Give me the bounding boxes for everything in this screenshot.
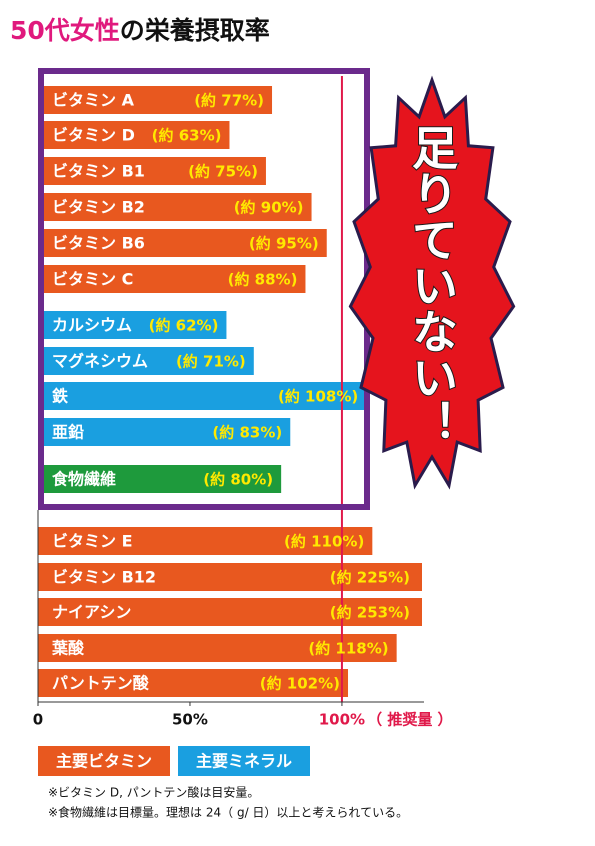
value-label: (約 110%): [284, 533, 364, 551]
category-label: 亜鉛: [52, 423, 84, 442]
bar: [38, 382, 367, 410]
bar: [38, 193, 312, 221]
value-label: (約 63%): [152, 127, 222, 145]
value-label: (約 83%): [212, 424, 282, 442]
category-label: ビタミン B6: [52, 234, 145, 253]
category-label: ビタミン C: [52, 270, 133, 289]
bar: [38, 669, 349, 697]
bar: [38, 598, 422, 626]
legend-swatch: [178, 746, 310, 776]
x-tick-label: 100%: [319, 711, 365, 729]
value-label: (約 118%): [308, 640, 388, 658]
category-label: ビタミン A: [52, 91, 135, 110]
value-label: (約 77%): [194, 92, 264, 110]
chart-title: 50代女性の栄養摂取率: [10, 16, 270, 45]
bar: [38, 229, 327, 257]
value-label: (約 108%): [278, 388, 358, 406]
bar: [38, 311, 227, 339]
value-label: (約 75%): [188, 163, 258, 181]
category-label: パントテン酸: [52, 674, 150, 693]
category-label: ビタミン E: [52, 532, 133, 551]
value-label: (約 253%): [330, 604, 410, 622]
value-label: (約 71%): [176, 353, 246, 371]
value-label: (約 95%): [249, 235, 319, 253]
bar: [38, 418, 291, 446]
bar: [38, 265, 306, 293]
category-label: ビタミン B1: [52, 162, 145, 181]
bar: [38, 86, 273, 114]
value-label: (約 225%): [330, 569, 410, 587]
value-label: (約 62%): [149, 317, 219, 335]
note: ※食物繊維は目標量。理想は 24（ g/ 日）以上と考えられている。: [48, 805, 408, 820]
category-label: 鉄: [52, 387, 68, 406]
legend-swatch: [38, 746, 170, 776]
category-label: ビタミン B2: [52, 198, 145, 217]
bar: [38, 527, 373, 555]
bar: [38, 563, 422, 591]
value-label: (約 102%): [260, 675, 340, 693]
bar: [38, 465, 282, 493]
bar: [38, 157, 266, 185]
value-label: (約 88%): [228, 271, 298, 289]
x-tick-label: 0: [33, 711, 43, 729]
bar: [38, 634, 397, 662]
reference-label: （ 推奨量 ）: [367, 711, 452, 729]
bar: [38, 347, 254, 375]
legend-label: 主要ビタミン: [56, 752, 152, 771]
category-label: ビタミン B12: [52, 568, 156, 587]
x-tick-label: 50%: [172, 711, 208, 729]
value-label: (約 80%): [203, 471, 273, 489]
category-label: ナイアシン: [52, 603, 131, 622]
value-label: (約 90%): [234, 199, 304, 217]
category-label: マグネシウム: [52, 352, 148, 371]
category-label: 葉酸: [51, 639, 85, 658]
title-highlight: 50代女性: [10, 16, 120, 45]
category-label: 食物繊維: [51, 470, 116, 489]
category-label: カルシウム: [52, 316, 132, 335]
callout-burst: [348, 75, 516, 490]
title-rest: の栄養摂取率: [120, 16, 270, 45]
legend-label: 主要ミネラル: [196, 752, 292, 771]
bar: [38, 121, 230, 149]
note: ※ビタミン D, パントテン酸は目安量。: [48, 785, 259, 800]
category-label: ビタミン D: [52, 126, 135, 145]
callout-text: 足りていない！: [405, 124, 459, 446]
